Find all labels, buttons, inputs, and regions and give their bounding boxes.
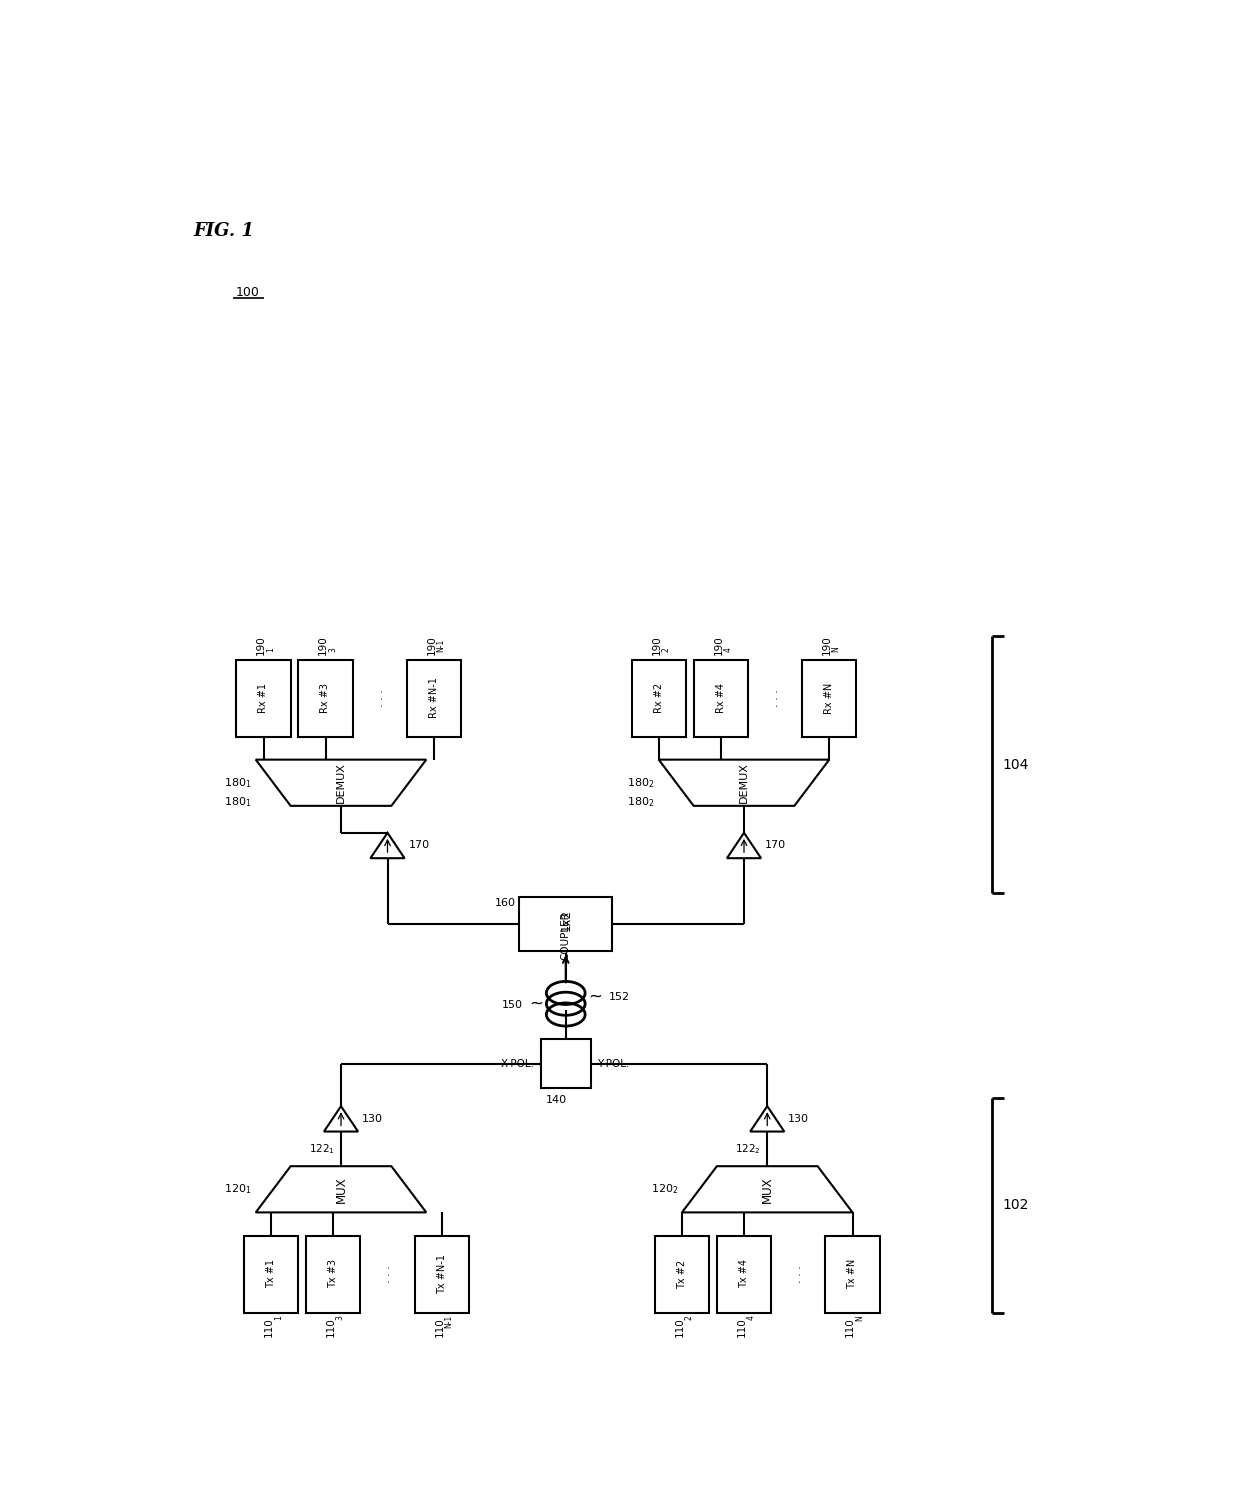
Text: ~: ~	[588, 987, 603, 1005]
Bar	[306, 1236, 361, 1312]
Text: 110: 110	[846, 1317, 856, 1336]
Text: 150: 150	[502, 999, 523, 1010]
Polygon shape	[727, 832, 761, 858]
Text: DEMUX: DEMUX	[336, 763, 346, 804]
Text: 180$_1$: 180$_1$	[224, 795, 252, 808]
Text: 2: 2	[661, 647, 671, 652]
Bar	[802, 659, 857, 736]
Bar	[541, 1038, 590, 1088]
Text: . . .: . . .	[382, 1266, 393, 1282]
Text: 100: 100	[236, 286, 260, 299]
Text: 4: 4	[746, 1315, 755, 1320]
Polygon shape	[255, 760, 427, 805]
Polygon shape	[750, 1106, 785, 1132]
Text: 3: 3	[336, 1315, 345, 1320]
Text: 104: 104	[1002, 757, 1028, 772]
Text: MUX: MUX	[335, 1175, 347, 1202]
Text: 3: 3	[327, 647, 337, 652]
Text: . . .: . . .	[374, 689, 384, 707]
Text: X-POL.: X-POL.	[501, 1060, 534, 1069]
Text: 190: 190	[427, 635, 436, 655]
Text: 110: 110	[737, 1317, 746, 1336]
Text: 110: 110	[264, 1317, 274, 1336]
Text: 1: 1	[265, 647, 275, 652]
Text: Y-POL.: Y-POL.	[596, 1060, 629, 1069]
Text: 130: 130	[362, 1114, 383, 1124]
Text: 180$_1$: 180$_1$	[224, 777, 252, 790]
Text: 4: 4	[723, 647, 733, 652]
Bar	[299, 659, 352, 736]
Text: . . .: . . .	[794, 1266, 804, 1282]
Text: Rx #N-1: Rx #N-1	[429, 677, 439, 718]
Text: Rx #3: Rx #3	[320, 683, 331, 713]
Text: . . .: . . .	[770, 689, 780, 707]
Text: 130: 130	[789, 1114, 810, 1124]
Text: Tx #3: Tx #3	[329, 1260, 339, 1288]
Text: N-1: N-1	[444, 1315, 454, 1327]
Text: 140: 140	[546, 1094, 567, 1105]
Text: DEMUX: DEMUX	[739, 763, 749, 804]
Bar	[655, 1236, 709, 1312]
Text: Tx #N: Tx #N	[847, 1258, 858, 1290]
Text: 2: 2	[684, 1315, 693, 1320]
Text: Tx #N-1: Tx #N-1	[436, 1254, 446, 1294]
Text: 170: 170	[765, 840, 786, 850]
Text: 190: 190	[822, 635, 832, 655]
Text: 152: 152	[609, 992, 630, 1002]
Bar	[520, 897, 613, 951]
Text: 110: 110	[675, 1317, 684, 1336]
Text: 110: 110	[434, 1317, 444, 1336]
Text: Rx #1: Rx #1	[258, 683, 269, 713]
Polygon shape	[324, 1106, 358, 1132]
Text: Rx #N: Rx #N	[825, 682, 835, 713]
Text: 122$_1$: 122$_1$	[309, 1142, 335, 1156]
Text: COUPLER: COUPLER	[560, 911, 570, 960]
Text: 190: 190	[319, 635, 329, 655]
Text: 1: 1	[274, 1315, 283, 1320]
Text: 180$_2$: 180$_2$	[627, 795, 655, 808]
Bar	[244, 1236, 299, 1312]
Polygon shape	[682, 1166, 853, 1213]
Text: FIG. 1: FIG. 1	[193, 221, 254, 239]
Text: Tx #1: Tx #1	[267, 1260, 277, 1288]
Text: 190: 190	[713, 635, 723, 655]
Bar	[631, 659, 686, 736]
Text: Rx #2: Rx #2	[653, 683, 663, 713]
Text: N-1: N-1	[436, 638, 445, 652]
Text: Tx #2: Tx #2	[677, 1260, 687, 1288]
Text: N: N	[854, 1315, 864, 1320]
Text: ~: ~	[529, 995, 543, 1013]
Bar	[414, 1236, 469, 1312]
Text: Tx #4: Tx #4	[739, 1260, 749, 1288]
Text: 160: 160	[495, 898, 516, 908]
Bar	[237, 659, 290, 736]
Text: 190: 190	[651, 635, 661, 655]
Text: N: N	[832, 646, 841, 652]
Bar	[693, 659, 748, 736]
Bar	[717, 1236, 771, 1312]
Text: 122$_2$: 122$_2$	[735, 1142, 761, 1156]
Text: 180$_2$: 180$_2$	[627, 777, 655, 790]
Bar	[407, 659, 461, 736]
Text: Rx #4: Rx #4	[715, 683, 725, 713]
Text: 120$_2$: 120$_2$	[651, 1183, 678, 1196]
Bar	[826, 1236, 879, 1312]
Text: MUX: MUX	[761, 1175, 774, 1202]
Text: 170: 170	[408, 840, 429, 850]
Polygon shape	[658, 760, 830, 805]
Polygon shape	[255, 1166, 427, 1213]
Text: 1x2: 1x2	[559, 909, 572, 930]
Text: 190: 190	[257, 635, 267, 655]
Text: 120$_1$: 120$_1$	[224, 1183, 252, 1196]
Polygon shape	[371, 832, 404, 858]
Text: 102: 102	[1002, 1198, 1028, 1213]
Text: 110: 110	[326, 1317, 336, 1336]
